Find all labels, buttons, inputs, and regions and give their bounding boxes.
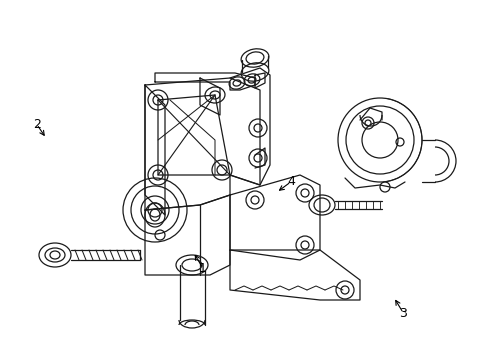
Text: 2: 2	[33, 118, 41, 131]
Text: 1: 1	[199, 262, 206, 275]
Text: 3: 3	[399, 307, 407, 320]
Text: 4: 4	[286, 175, 294, 188]
